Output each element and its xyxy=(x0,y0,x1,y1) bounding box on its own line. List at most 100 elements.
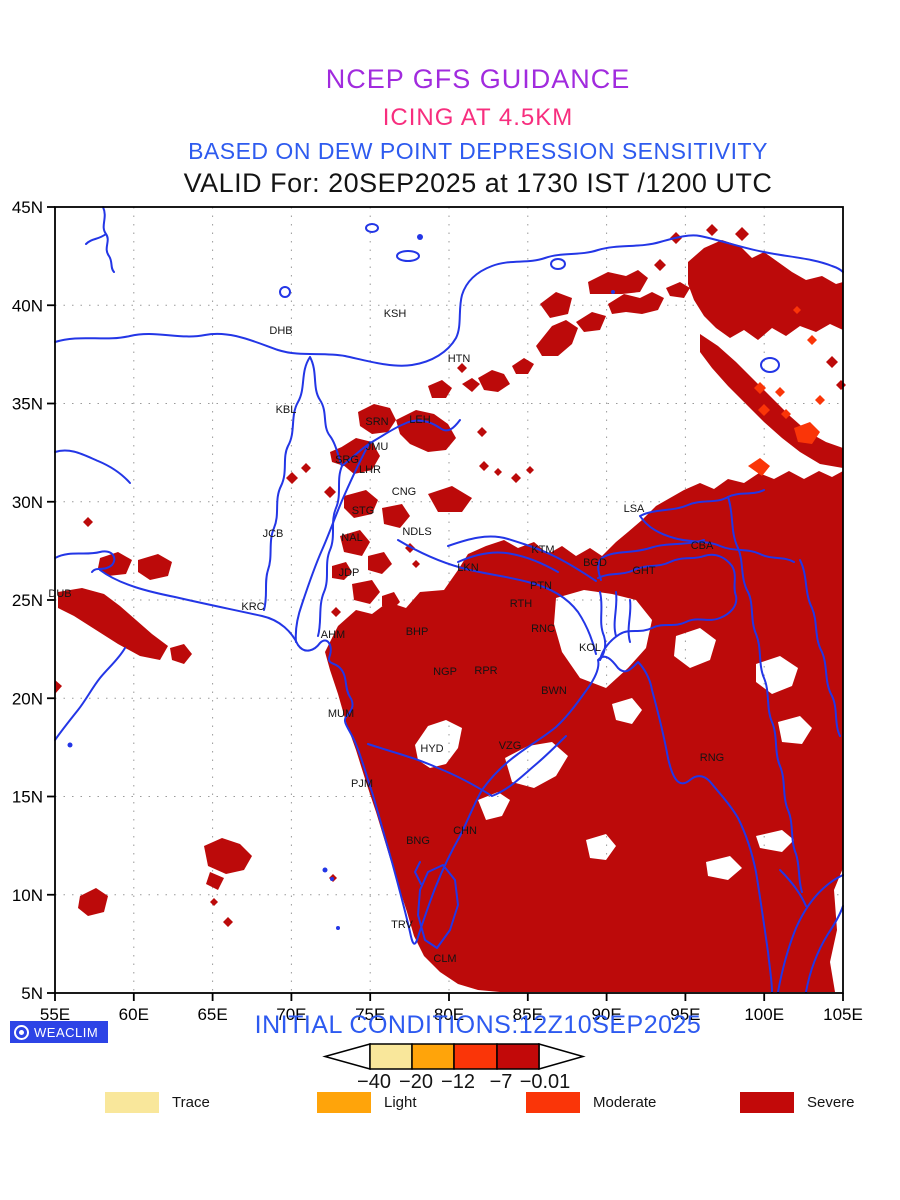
legend-label-severe: Severe xyxy=(807,1093,855,1111)
station-label: RNC xyxy=(531,623,555,635)
station-label: MUM xyxy=(328,708,354,720)
y-tick-label: 40N xyxy=(12,296,43,315)
lake xyxy=(550,258,566,270)
water-dot xyxy=(330,877,334,881)
water-dot xyxy=(67,742,73,748)
station-label: KOL xyxy=(579,642,601,654)
y-tick-label: 45N xyxy=(12,198,43,217)
lake xyxy=(760,357,780,373)
title-product: ICING AT 4.5KM xyxy=(382,104,574,131)
legend-label-light: Light xyxy=(384,1093,417,1111)
x-tick-label: 55E xyxy=(40,1005,70,1024)
y-tick-label: 20N xyxy=(12,689,43,708)
station-label: SRN xyxy=(365,416,388,428)
water-dot xyxy=(417,234,423,240)
weaclim-logo: WEACLIM xyxy=(10,1021,108,1043)
x-tick-label: 105E xyxy=(823,1005,863,1024)
severe-region-main xyxy=(325,471,843,992)
station-label: BHP xyxy=(406,626,429,638)
x-tick-label: 70E xyxy=(276,1005,306,1024)
station-label: BWN xyxy=(541,685,567,697)
station-label: VZG xyxy=(499,740,522,752)
title-model: NCEP GFS GUIDANCE xyxy=(325,64,631,94)
y-tick-label: 15N xyxy=(12,788,43,807)
colorbar-tick-label: −40 xyxy=(357,1071,391,1093)
station-label: JMU xyxy=(366,441,389,453)
x-tick-label: 100E xyxy=(744,1005,784,1024)
y-tick-label: 30N xyxy=(12,493,43,512)
station-label: DUB xyxy=(48,588,71,600)
station-label: JCB xyxy=(263,528,284,540)
colorbar-tick-label: −20 xyxy=(399,1071,433,1093)
legend-swatch-trace xyxy=(105,1091,159,1113)
station-label: HYD xyxy=(420,743,443,755)
station-label: GHT xyxy=(632,565,656,577)
colorbar-tick-label: −12 xyxy=(441,1071,475,1093)
station-label: STG xyxy=(352,505,375,517)
x-tick-label: 80E xyxy=(434,1005,464,1024)
lake xyxy=(279,286,291,298)
station-label: RPR xyxy=(474,665,497,677)
station-label: HTN xyxy=(448,353,471,365)
station-label: SRG xyxy=(335,454,359,466)
lake xyxy=(396,250,420,262)
colorbar-box xyxy=(411,1043,455,1070)
x-tick-label: 90E xyxy=(591,1005,621,1024)
colorbar: −40 −20 −12 −7 −0.01 xyxy=(322,1043,586,1093)
colorbar-tick-labels: −40 −20 −12 −7 −0.01 xyxy=(357,1071,570,1093)
x-tick-label: 65E xyxy=(197,1005,227,1024)
station-label: BNG xyxy=(406,835,430,847)
station-label: LHR xyxy=(359,464,381,476)
station-label: KTM xyxy=(531,544,554,556)
coastlines-and-borders xyxy=(54,206,844,993)
station-label: DHB xyxy=(269,325,292,337)
station-label: TRV xyxy=(391,919,413,931)
legend-item-trace: Trace xyxy=(105,1091,210,1113)
severe-region-west xyxy=(55,517,337,927)
x-axis-labels: 55E 60E 65E 70E 75E 80E 85E 90E 95E 100E 105E xyxy=(40,1005,863,1024)
initial-conditions-text: INITIAL CONDITIONS:12Z10SEP2025 xyxy=(254,1011,702,1039)
y-axis-labels: 45N 40N 35N 30N 25N 20N 15N 10N 5N xyxy=(12,198,43,1003)
station-label: PTN xyxy=(530,580,552,592)
map-frame xyxy=(47,206,844,1001)
station-label: RNG xyxy=(700,752,724,764)
moderate-region-patches xyxy=(748,306,825,476)
y-tick-label: 35N xyxy=(12,395,43,414)
y-tick-label: 25N xyxy=(12,591,43,610)
station-label: CHN xyxy=(453,825,477,837)
water-dot xyxy=(336,926,340,930)
y-tick-label: 10N xyxy=(12,886,43,905)
station-label: AHM xyxy=(321,629,345,641)
colorbar-box xyxy=(496,1043,540,1070)
colorbar-left-arrow xyxy=(322,1043,371,1070)
lakes xyxy=(279,223,780,373)
station-label: LKN xyxy=(457,562,478,574)
legend-item-light: Light xyxy=(317,1091,417,1113)
station-label: NAL xyxy=(341,532,362,544)
severe-region-tibet xyxy=(462,224,846,468)
legend-swatch-light xyxy=(317,1091,371,1113)
station-label: NDLS xyxy=(402,526,431,538)
legend-swatch-moderate xyxy=(526,1091,580,1113)
colorbar-box xyxy=(453,1043,498,1070)
station-label: KBL xyxy=(276,404,297,416)
x-tick-label: 75E xyxy=(355,1005,385,1024)
station-label: CLM xyxy=(433,953,456,965)
lake xyxy=(365,223,379,233)
station-label: BGD xyxy=(583,557,607,569)
colorbar-right-arrow xyxy=(538,1043,586,1070)
legend-item-severe: Severe xyxy=(740,1091,855,1113)
rivers xyxy=(85,206,844,993)
water-dot xyxy=(611,290,615,294)
legend-label-trace: Trace xyxy=(172,1093,210,1111)
colorbar-tick-label: −0.01 xyxy=(520,1071,571,1093)
station-label: KSH xyxy=(384,308,407,320)
station-label: PJM xyxy=(351,778,373,790)
severe-region-northwest xyxy=(286,363,534,617)
station-label: CBA xyxy=(691,540,714,552)
x-tick-label: 60E xyxy=(119,1005,149,1024)
water-dot xyxy=(322,867,328,873)
moderate-icing-regions xyxy=(748,306,825,476)
